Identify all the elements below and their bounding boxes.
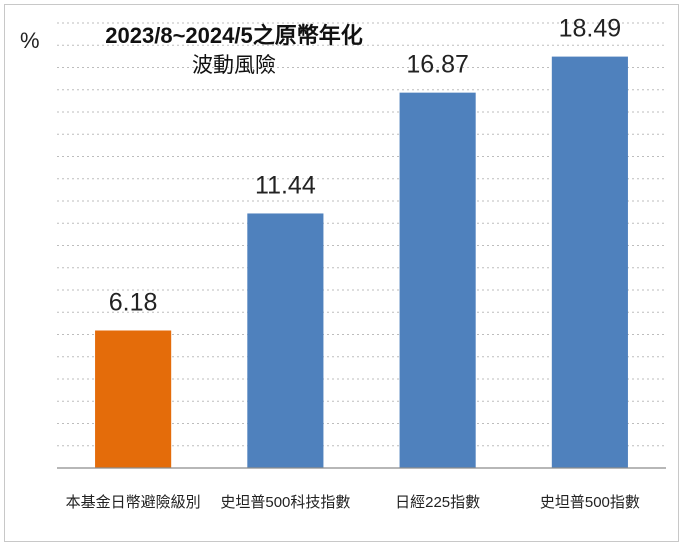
value-label-1: 6.18 [109, 288, 158, 316]
chart-title-line1: 2023/8~2024/5之原幣年化 [105, 23, 362, 48]
category-label-3: 日經225指數 [395, 494, 480, 511]
bar-4 [551, 56, 628, 468]
bar-2 [247, 213, 324, 468]
value-label-4: 18.49 [559, 15, 622, 43]
bar-1 [95, 330, 172, 468]
category-label-2: 史坦普500科技指數 [220, 494, 350, 511]
value-label-3: 16.87 [406, 51, 469, 79]
value-label-2: 11.44 [255, 171, 316, 199]
bars [95, 56, 628, 468]
unit-label: % [20, 28, 40, 53]
bar-3 [399, 92, 476, 468]
chart-title-line2: 波動風險 [192, 54, 276, 77]
category-labels: 本基金日幣避險級別 史坦普500科技指數 日經225指數 史坦普500指數 [66, 494, 640, 511]
category-label-1: 本基金日幣避險級別 [66, 494, 201, 511]
value-labels: 6.18 11.44 16.87 18.49 [109, 15, 621, 317]
category-label-4: 史坦普500指數 [540, 494, 640, 511]
